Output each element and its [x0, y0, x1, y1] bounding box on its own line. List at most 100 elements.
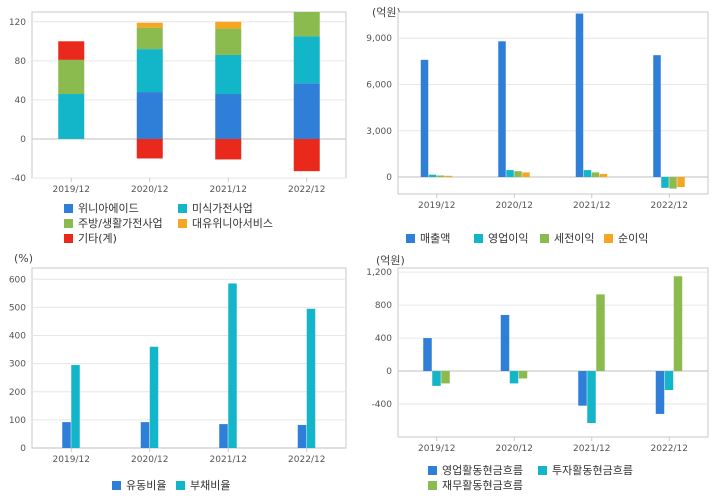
- legend-item[interactable]: 순이익: [604, 230, 648, 246]
- legend-label: 영업이익: [488, 232, 529, 245]
- bar: [653, 55, 661, 178]
- legend-item[interactable]: 부채비율: [176, 477, 230, 493]
- legend-swatch: [64, 218, 73, 228]
- bar: [509, 371, 519, 384]
- bar: [428, 174, 437, 178]
- income-unit-label: (억원): [372, 6, 401, 19]
- bar-segment: [215, 138, 242, 160]
- legend-item[interactable]: 유동비율: [112, 477, 166, 493]
- legend-swatch: [474, 233, 483, 243]
- legend-swatch: [604, 233, 613, 243]
- bar-segment: [58, 41, 85, 60]
- segment-chart: -40 0 40 80 120 2019/12 2020/12 2021/12 2022/12: [9, 11, 347, 195]
- legend-item[interactable]: 세전이익: [540, 230, 594, 246]
- y-tick-label: 9,000: [366, 34, 392, 44]
- legend-swatch: [178, 218, 187, 228]
- legend-item[interactable]: 미식가전사업: [178, 200, 253, 216]
- bar-segment: [58, 59, 85, 95]
- legend-label: 투자활동현금흐름: [552, 464, 633, 477]
- y-tick-label: 3,000: [366, 127, 392, 137]
- bar: [444, 175, 453, 178]
- y-tick-label: 800: [375, 301, 392, 311]
- legend-label: 매출액: [420, 232, 451, 245]
- y-tick-label: 400: [9, 332, 26, 342]
- bar: [587, 371, 596, 423]
- bar: [500, 314, 510, 372]
- bar: [436, 175, 445, 178]
- x-tick-label: 2021/12: [573, 201, 610, 211]
- legend-item[interactable]: 대유위니아서비스: [178, 215, 273, 231]
- x-tick-label: 2021/12: [210, 185, 247, 195]
- legend-swatch: [112, 480, 121, 490]
- legend-swatch: [538, 465, 547, 475]
- bar: [432, 371, 441, 386]
- bar: [498, 41, 506, 178]
- bar-segment: [215, 21, 242, 29]
- legend-item[interactable]: 재무활동현금흐름: [428, 477, 523, 493]
- legend-label: 미식가전사업: [192, 202, 253, 215]
- bar-segment: [136, 92, 163, 139]
- y-tick-label: 120: [9, 18, 26, 28]
- legend-label: 순이익: [618, 232, 649, 245]
- bar: [62, 422, 71, 448]
- x-tick-label: 2019/12: [418, 201, 455, 211]
- x-tick-label: 2020/12: [131, 185, 168, 195]
- legend-item[interactable]: 주방/생활가전사업: [64, 215, 163, 231]
- income-chart: 0 3,000 6,000 9,000 2019/12 2020/12 2021/12 202…: [366, 11, 709, 211]
- legend-swatch: [178, 203, 187, 213]
- x-tick-label: 2022/12: [651, 201, 688, 211]
- legend-label: 재무활동현금흐름: [442, 479, 523, 492]
- bar: [441, 371, 450, 384]
- legend-item[interactable]: 기타(계): [64, 230, 117, 246]
- y-tick-label: 600: [9, 275, 26, 285]
- bar-segment: [136, 22, 163, 28]
- y-tick-label: 80: [15, 57, 27, 67]
- bar: [518, 371, 528, 379]
- y-tick-label: 6,000: [366, 80, 392, 90]
- legend-item[interactable]: 매출액: [406, 230, 450, 246]
- x-tick-label: 2020/12: [131, 455, 168, 465]
- bar: [306, 308, 316, 448]
- x-tick-label: 2021/12: [210, 455, 247, 465]
- legend-item[interactable]: 위니아에이드: [64, 200, 139, 216]
- y-tick-label: 100: [9, 416, 26, 426]
- legend-swatch: [176, 480, 185, 490]
- bar: [677, 177, 685, 188]
- bar: [423, 338, 432, 372]
- bar: [149, 346, 159, 448]
- x-tick-label: 2019/12: [418, 444, 455, 454]
- y-tick-label: -400: [372, 400, 393, 410]
- bar: [673, 276, 683, 372]
- bar-segment: [215, 28, 242, 55]
- y-tick-label: -40: [11, 174, 26, 184]
- ratio-unit-label: (%): [14, 252, 34, 265]
- x-tick-label: 2020/12: [496, 201, 533, 211]
- bar-segment: [136, 27, 163, 50]
- bar-segment: [58, 94, 85, 139]
- plot-area: [397, 11, 709, 195]
- legend-label: 대유위니아서비스: [192, 217, 273, 230]
- bar: [664, 371, 674, 391]
- segment-chart-panel: -40 0 40 80 120 2019/12 2020/12 2021/12 2022/12 …: [0, 0, 360, 248]
- x-tick-label: 2019/12: [53, 455, 90, 465]
- bar: [599, 173, 608, 178]
- legend-item[interactable]: 투자활동현금흐름: [538, 462, 633, 478]
- bar: [655, 371, 665, 414]
- legend-item[interactable]: 영업이익: [474, 230, 528, 246]
- cashflow-chart-panel: (억원) -400 0 400 800 1,200 2019/12 2020/12 2021/…: [360, 248, 720, 496]
- bar-segment: [136, 49, 163, 93]
- y-tick-label: 200: [9, 388, 26, 398]
- bar: [596, 294, 605, 372]
- legend-swatch: [428, 465, 437, 475]
- x-tick-label: 2022/12: [651, 444, 688, 454]
- legend-item[interactable]: 영업활동현금흐름: [428, 462, 523, 478]
- bar-segment: [293, 36, 320, 84]
- legend-swatch: [428, 480, 437, 490]
- legend-swatch: [406, 233, 415, 243]
- bar: [669, 177, 677, 189]
- y-tick-label: 40: [15, 96, 27, 106]
- y-tick-label: 300: [9, 360, 26, 370]
- y-tick-label: 500: [9, 303, 26, 313]
- legend-label: 영업활동현금흐름: [442, 464, 523, 477]
- bar: [420, 59, 429, 178]
